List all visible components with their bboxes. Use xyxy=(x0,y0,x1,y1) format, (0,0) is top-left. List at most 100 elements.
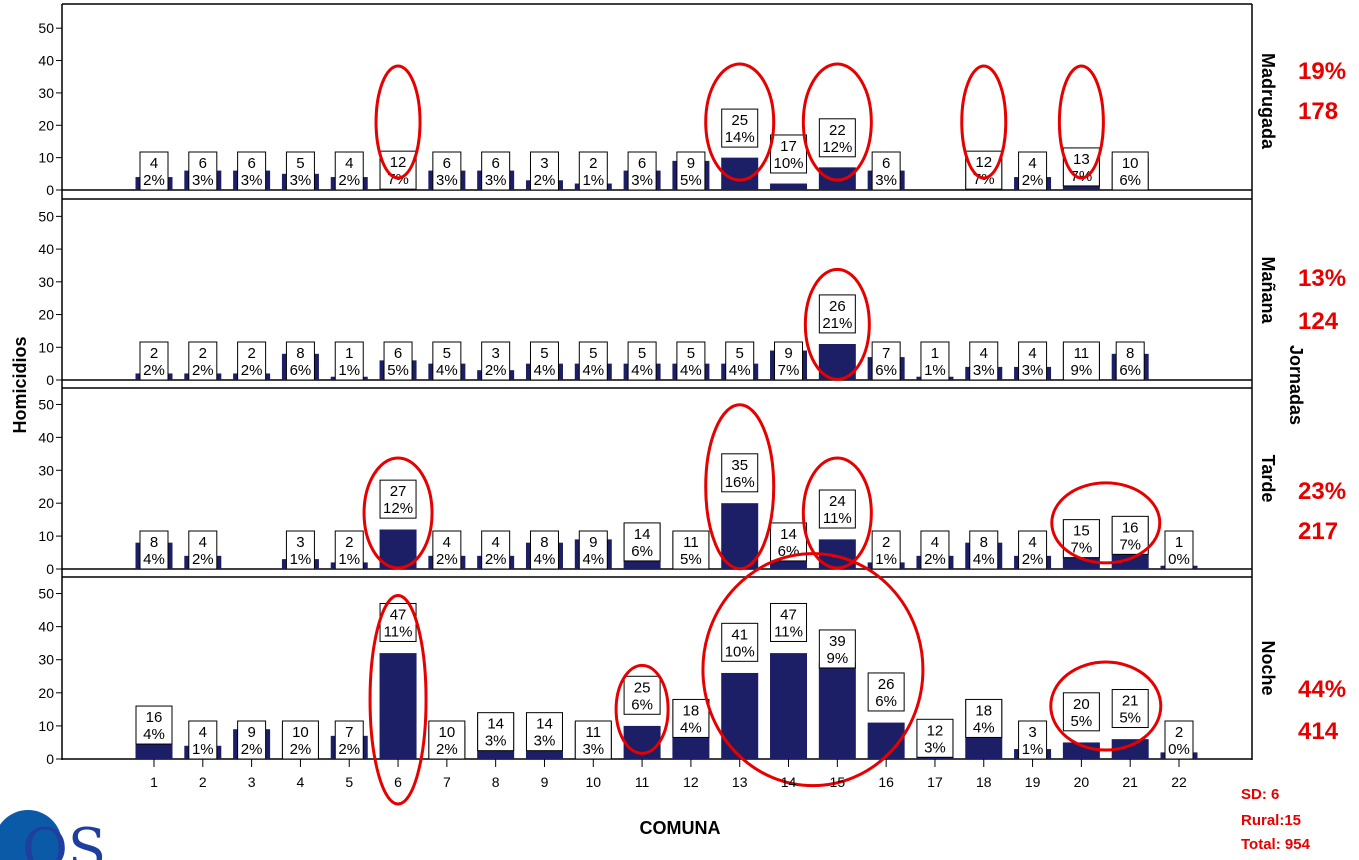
logo: OS xyxy=(0,796,120,860)
data-label-pct: 3% xyxy=(924,739,946,756)
facet-label-tarde: Tarde xyxy=(1258,455,1278,503)
data-label-pct: 5% xyxy=(680,551,702,568)
data-label-count: 9 xyxy=(247,724,255,741)
bar xyxy=(1062,742,1100,759)
data-label-box xyxy=(1164,530,1194,570)
data-label-pct: 2% xyxy=(192,362,214,379)
data-label-box xyxy=(481,151,511,191)
data-label-pct: 12% xyxy=(383,500,413,517)
x-tick-label: 9 xyxy=(541,774,549,790)
data-label-count: 8 xyxy=(150,534,158,551)
data-label-count: 8 xyxy=(980,534,988,551)
data-label-pct: 4% xyxy=(582,551,604,568)
data-label-box xyxy=(627,151,657,191)
data-label-count: 26 xyxy=(829,298,846,315)
data-label-count: 4 xyxy=(1028,345,1036,362)
data-label-box xyxy=(481,341,511,381)
data-label-count: 20 xyxy=(1073,696,1090,713)
data-label-box xyxy=(379,479,417,519)
data-label-count: 6 xyxy=(443,155,451,172)
data-label-pct: 11% xyxy=(384,623,413,640)
data-label-box xyxy=(285,530,315,570)
data-label-pct: 7% xyxy=(778,362,800,379)
data-label-box xyxy=(139,530,169,570)
data-label-box xyxy=(237,720,267,760)
data-label-box xyxy=(285,151,315,191)
data-label-count: 5 xyxy=(589,345,597,362)
data-label-count: 26 xyxy=(878,676,895,693)
x-axis-title: COMUNA xyxy=(640,818,721,838)
y-tick-label: 30 xyxy=(38,274,54,290)
data-label-pct: 2% xyxy=(192,551,214,568)
data-label-pct: 2% xyxy=(290,741,312,758)
x-tick-label: 5 xyxy=(345,774,353,790)
data-label-box xyxy=(529,530,559,570)
data-label-box xyxy=(920,530,950,570)
data-label-pct: 4% xyxy=(631,362,653,379)
data-label-count: 24 xyxy=(829,493,846,510)
y-tick-label: 10 xyxy=(38,339,54,355)
data-label-box xyxy=(721,108,759,148)
data-label-pct: 4% xyxy=(973,551,995,568)
data-label-box xyxy=(965,698,1003,738)
data-label-pct: 6% xyxy=(631,543,653,560)
data-label-pct: 4% xyxy=(143,551,165,568)
data-label-box xyxy=(432,530,462,570)
x-tick-label: 19 xyxy=(1025,774,1041,790)
data-label-count: 2 xyxy=(1175,724,1183,741)
data-label-pct: 12% xyxy=(822,139,852,156)
data-label-count: 5 xyxy=(443,345,451,362)
y-tick-label: 20 xyxy=(38,307,54,323)
data-label-count: 4 xyxy=(1028,534,1036,551)
highlight-ellipse xyxy=(803,267,871,381)
data-label-pct: 2% xyxy=(1022,172,1044,189)
data-label-count: 8 xyxy=(296,345,304,362)
data-label-pct: 4% xyxy=(436,362,458,379)
data-label-count: 15 xyxy=(1073,523,1090,540)
bar xyxy=(770,183,808,190)
data-label-box xyxy=(578,151,608,191)
data-label-box xyxy=(871,151,901,191)
y-tick-label: 50 xyxy=(38,586,54,602)
data-label-count: 5 xyxy=(296,155,304,172)
data-label-pct: 5% xyxy=(680,172,702,189)
data-label-pct: 3% xyxy=(631,172,653,189)
data-label-pct: 3% xyxy=(241,172,263,189)
data-label-count: 2 xyxy=(345,534,353,551)
data-label-box xyxy=(721,453,759,493)
data-label-count: 14 xyxy=(634,526,651,543)
data-label-pct: 10% xyxy=(774,155,804,172)
data-label-pct: 16% xyxy=(725,474,755,491)
data-label-pct: 1% xyxy=(1022,741,1044,758)
data-label-count: 2 xyxy=(589,155,597,172)
data-label-box xyxy=(770,602,808,642)
x-tick-label: 16 xyxy=(878,774,894,790)
data-label-count: 2 xyxy=(247,345,255,362)
highlight-ellipse xyxy=(704,62,776,182)
data-label-count: 6 xyxy=(491,155,499,172)
data-label-box xyxy=(1111,151,1149,191)
data-label-pct: 4% xyxy=(680,362,702,379)
data-label-box xyxy=(818,294,856,334)
data-label-box xyxy=(237,341,267,381)
data-label-count: 4 xyxy=(443,534,451,551)
highlight-ellipse xyxy=(704,403,776,571)
data-label-box xyxy=(1062,692,1100,732)
data-label-pct: 9% xyxy=(1071,362,1093,379)
x-tick-label: 10 xyxy=(585,774,601,790)
y-tick-label: 0 xyxy=(46,561,54,577)
data-label-box xyxy=(188,530,218,570)
data-label-count: 4 xyxy=(199,534,207,551)
tarde-total: 217 xyxy=(1298,518,1339,545)
data-label-pct: 7% xyxy=(1071,168,1093,185)
data-label-pct: 6% xyxy=(1119,362,1141,379)
data-label-count: 5 xyxy=(540,345,548,362)
data-label-pct: 2% xyxy=(143,362,165,379)
data-label-pct: 3% xyxy=(485,172,507,189)
data-label-box xyxy=(334,151,364,191)
data-label-count: 4 xyxy=(199,724,207,741)
data-label-count: 16 xyxy=(1122,519,1139,536)
data-label-pct: 2% xyxy=(338,741,360,758)
data-label-pct: 6% xyxy=(875,362,897,379)
data-label-count: 6 xyxy=(199,155,207,172)
